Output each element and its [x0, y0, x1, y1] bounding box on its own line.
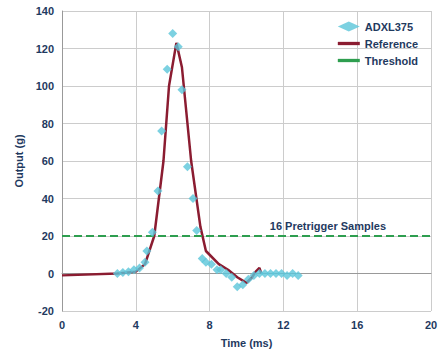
svg-text:60: 60 [42, 155, 54, 167]
svg-text:100: 100 [36, 80, 54, 92]
svg-text:20: 20 [42, 230, 54, 242]
svg-text:12: 12 [277, 319, 289, 331]
svg-text:40: 40 [42, 193, 54, 205]
svg-text:-20: -20 [38, 305, 54, 317]
svg-text:8: 8 [207, 319, 213, 331]
svg-text:Time (ms): Time (ms) [221, 337, 273, 349]
svg-text:120: 120 [36, 43, 54, 55]
svg-text:Reference: Reference [365, 38, 418, 50]
svg-text:0: 0 [48, 268, 54, 280]
svg-text:4: 4 [133, 319, 140, 331]
svg-text:0: 0 [59, 319, 65, 331]
svg-text:Output (g): Output (g) [13, 134, 25, 187]
svg-text:20: 20 [425, 319, 437, 331]
svg-text:80: 80 [42, 118, 54, 130]
svg-text:Threshold: Threshold [365, 55, 418, 67]
svg-text:16: 16 [351, 319, 363, 331]
svg-text:140: 140 [36, 5, 54, 17]
svg-text:ADXL375: ADXL375 [365, 21, 413, 33]
svg-text:16 Pretrigger Samples: 16 Pretrigger Samples [270, 220, 386, 232]
